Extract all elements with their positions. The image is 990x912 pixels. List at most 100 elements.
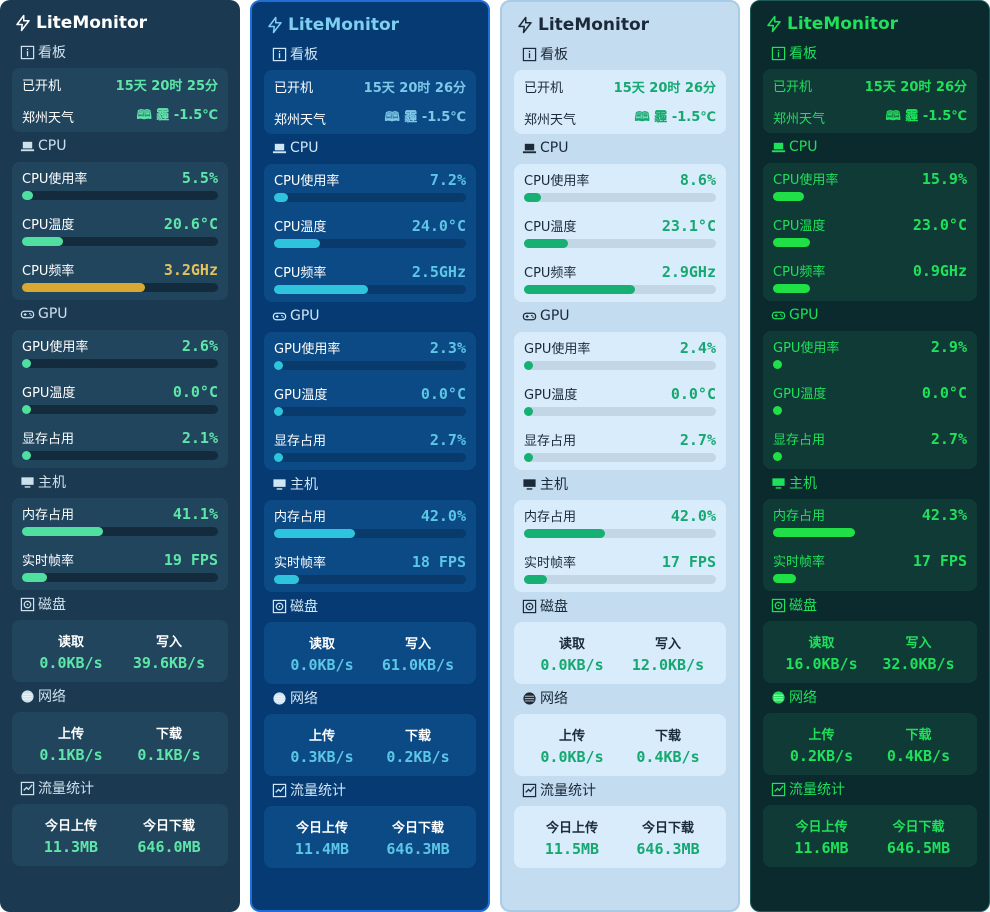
disk-read: 读取 0.0KB/s: [524, 633, 620, 674]
disk-read: 读取 0.0KB/s: [22, 631, 120, 672]
progress-fill: [524, 407, 533, 416]
uptime-value: 15天 20时 25分: [115, 78, 218, 94]
metric-value: 23.1°C: [661, 216, 716, 235]
section-traffic-label: 流量统计: [540, 783, 596, 799]
section-network-label: 网络: [789, 690, 817, 706]
progress-fill: [22, 451, 31, 460]
today-download-label: 今日下载: [641, 820, 694, 836]
net-upload: 上传 0.1KB/s: [22, 723, 120, 764]
metric-value: 42.0%: [670, 506, 716, 525]
app-title: LiteMonitor: [538, 15, 650, 35]
progress-track: [524, 407, 716, 416]
uptime-value: 15天 20时 26分: [363, 80, 466, 96]
section-gpu: GPU: [514, 304, 726, 328]
cpu-card: CPU使用率 5.5% CPU温度 20.6°C CPU频率 3.2GHz: [12, 162, 228, 300]
metric-label: GPU使用率: [274, 342, 341, 357]
gpu-temp-metric: GPU温度 0.0°C: [524, 378, 716, 424]
section-traffic-label: 流量统计: [789, 782, 845, 798]
progress-fill: [773, 574, 797, 583]
download-value: 0.2KB/s: [386, 747, 450, 766]
download-label: 下载: [654, 728, 681, 744]
vram-metric: 显存占用 2.7%: [773, 423, 967, 469]
panel-title: LiteMonitor: [12, 8, 228, 38]
metric-value: 23.0°C: [912, 215, 967, 234]
section-dashboard-label: 看板: [540, 47, 568, 63]
progress-fill: [524, 361, 533, 370]
uptime-row: 已开机 15天 20时 26分: [524, 70, 716, 102]
traffic-card: 今日上传 11.4MB 今日下载 646.3MB: [264, 806, 476, 868]
progress-fill: [274, 407, 283, 416]
dashboard-card: 已开机 15天 20时 26分 郑州天气 🕮 霾 -1.5℃: [264, 70, 476, 134]
disk-io: 读取 0.0KB/s 写入 61.0KB/s: [274, 622, 466, 684]
section-host-label: 主机: [789, 476, 817, 492]
net-upload: 上传 0.0KB/s: [524, 725, 620, 766]
section-host: 主机: [514, 472, 726, 496]
network-io: 上传 0.3KB/s 下载 0.2KB/s: [274, 714, 466, 776]
fps-metric: 实时帧率 18 FPS: [274, 546, 466, 592]
network-card: 上传 0.0KB/s 下载 0.4KB/s: [514, 714, 726, 776]
chart-check-icon: [522, 783, 537, 797]
progress-track: [274, 239, 466, 248]
progress-track: [773, 528, 967, 537]
uptime-value: 15天 20时 26分: [864, 79, 967, 95]
host-card: 内存占用 42.0% 实时帧率 17 FPS: [514, 500, 726, 592]
section-cpu: CPU: [264, 136, 476, 160]
net-upload: 上传 0.3KB/s: [274, 725, 370, 766]
metric-value: 5.5%: [181, 168, 218, 187]
info-icon: [522, 47, 537, 61]
section-network-label: 网络: [540, 691, 568, 707]
upload-label: 上传: [808, 727, 835, 743]
cpu-card: CPU使用率 8.6% CPU温度 23.1°C CPU频率 2.9GHz: [514, 164, 726, 302]
progress-track: [524, 361, 716, 370]
cpu-freq-metric: CPU频率 0.9GHz: [773, 255, 967, 301]
lightning-icon: [268, 16, 282, 34]
metric-label: 显存占用: [773, 433, 826, 448]
progress-track: [22, 359, 218, 368]
metric-label: 内存占用: [274, 510, 327, 525]
metric-value: 8.6%: [679, 170, 716, 189]
gpu-usage-metric: GPU使用率 2.6%: [22, 330, 218, 376]
network-icon: [273, 691, 286, 705]
info-icon: [272, 47, 287, 61]
progress-track: [22, 405, 218, 414]
metric-label: CPU温度: [524, 220, 577, 235]
today-upload-label: 今日上传: [295, 820, 348, 836]
weather-value: 🕮 霾 -1.5℃: [634, 110, 716, 125]
metric-value: 41.1%: [172, 504, 218, 523]
today-download-value: 646.5MB: [886, 838, 951, 857]
progress-track: [22, 573, 218, 582]
progress-track: [274, 529, 466, 538]
disk-io: 读取 0.0KB/s 写入 12.0KB/s: [524, 622, 716, 684]
metric-label: 实时帧率: [773, 555, 826, 570]
disk-write-label: 写入: [404, 636, 431, 652]
dashboard-card: 已开机 15天 20时 25分 郑州天气 🕮 霾 -1.5℃: [12, 68, 228, 132]
fps-metric: 实时帧率 17 FPS: [524, 546, 716, 592]
traffic-card: 今日上传 11.5MB 今日下载 646.3MB: [514, 806, 726, 868]
monitor-panel: LiteMonitor 看板 已开机 15天 20时 25分 郑州天气 🕮 霾 …: [0, 0, 240, 912]
traffic-card: 今日上传 11.3MB 今日下载 646.0MB: [12, 804, 228, 866]
weather-row: 郑州天气 🕮 霾 -1.5℃: [524, 102, 716, 134]
progress-fill: [773, 528, 856, 537]
disk-icon: [771, 598, 786, 612]
section-cpu-label: CPU: [540, 140, 569, 156]
today-upload-label: 今日上传: [545, 820, 598, 836]
progress-track: [22, 527, 218, 536]
today-upload: 今日上传 11.3MB: [22, 815, 120, 856]
cpu-usage-metric: CPU使用率 8.6%: [524, 164, 716, 210]
metric-label: 内存占用: [773, 509, 826, 524]
section-dashboard: 看板: [763, 41, 977, 65]
today-upload-label: 今日上传: [44, 818, 97, 834]
disk-write-label: 写入: [905, 635, 932, 651]
cpu-freq-metric: CPU频率 2.9GHz: [524, 256, 716, 302]
today-upload: 今日上传 11.5MB: [524, 817, 620, 858]
progress-track: [274, 285, 466, 294]
metric-value: 42.3%: [921, 505, 967, 524]
disk-read-value: 0.0KB/s: [540, 655, 604, 674]
disk-card: 读取 16.0KB/s 写入 32.0KB/s: [763, 621, 977, 683]
section-network: 网络: [514, 686, 726, 710]
metric-value: 24.0°C: [411, 216, 466, 235]
monitor-panel: LiteMonitor 看板 已开机 15天 20时 26分 郑州天气 🕮 霾 …: [250, 0, 490, 912]
cpu-temp-metric: CPU温度 23.1°C: [524, 210, 716, 256]
monitor-icon: [21, 476, 34, 488]
uptime-label: 已开机: [773, 79, 813, 95]
